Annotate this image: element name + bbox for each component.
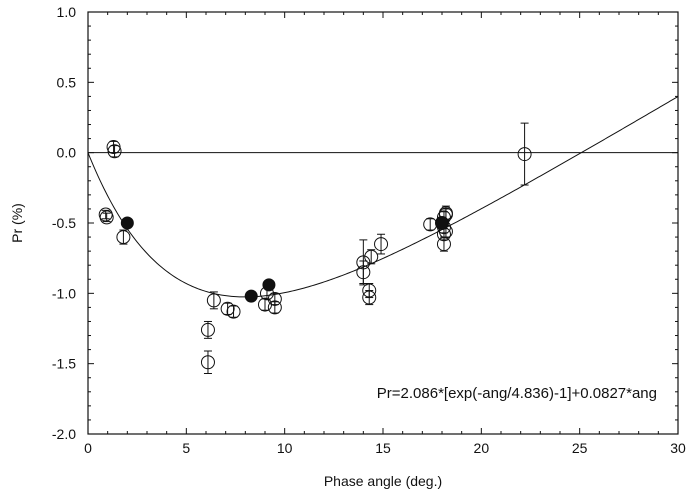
x-axis-title: Phase angle (deg.) xyxy=(324,473,442,489)
data-markers xyxy=(98,122,532,375)
y-tick-label: -1.5 xyxy=(52,356,76,372)
y-tick-label: 1.0 xyxy=(57,4,77,20)
y-tick-label: -2.0 xyxy=(52,426,76,442)
axis-ticks xyxy=(87,11,679,435)
open-data-point xyxy=(267,300,282,315)
open-data-point xyxy=(99,210,114,225)
filled-data-point xyxy=(435,216,449,230)
y-tick-label: -1.0 xyxy=(52,285,76,301)
open-data-point xyxy=(362,290,377,305)
y-tick-label: -0.5 xyxy=(52,215,76,231)
open-data-point xyxy=(517,147,532,162)
open-data-point xyxy=(364,249,379,264)
fit-equation-annotation: Pr=2.086*[exp(-ang/4.836)-1]+0.0827*ang xyxy=(377,385,657,402)
open-data-point xyxy=(226,304,241,319)
fit-curve xyxy=(87,96,679,298)
open-data-point xyxy=(107,144,122,159)
filled-data-point xyxy=(120,216,134,230)
open-data-point xyxy=(200,322,215,337)
x-tick-label: 0 xyxy=(84,440,92,456)
x-tick-label: 25 xyxy=(572,440,588,456)
x-tick-label: 10 xyxy=(277,440,293,456)
x-tick-label: 20 xyxy=(474,440,490,456)
x-tick-label: 5 xyxy=(182,440,190,456)
y-axis-title: Pr (%) xyxy=(9,203,25,243)
x-tick-label: 30 xyxy=(670,440,686,456)
open-data-point xyxy=(356,265,371,280)
filled-data-point xyxy=(262,278,276,292)
y-tick-label: 0.5 xyxy=(57,74,77,90)
open-data-point xyxy=(200,355,215,370)
filled-data-point xyxy=(244,289,258,303)
open-data-point xyxy=(374,237,389,252)
plot-frame xyxy=(87,11,679,435)
x-tick-label: 15 xyxy=(375,440,391,456)
open-data-point xyxy=(206,293,221,308)
y-tick-label: 0.0 xyxy=(57,145,77,161)
tick-labels: 0 5 10 15 20 25 30 1.0 0.5 0.0 -0.5 -1.0 -1.5 -2.0 xyxy=(52,4,686,456)
open-data-point xyxy=(116,230,131,245)
